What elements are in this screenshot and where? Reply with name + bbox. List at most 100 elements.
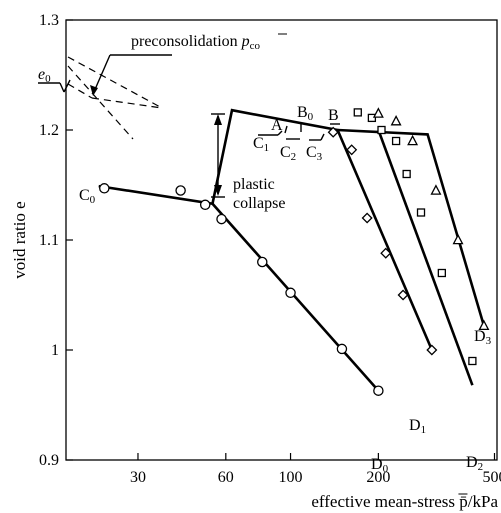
circle-marker bbox=[373, 385, 384, 396]
triangle-marker bbox=[452, 233, 464, 245]
collapse-label: collapse bbox=[233, 195, 285, 212]
point-annotations: A B0 B C1 C2 C3 bbox=[253, 104, 340, 163]
preconsolidation-construction bbox=[67, 56, 163, 140]
triangle-marker bbox=[430, 184, 442, 195]
square-marker bbox=[367, 113, 377, 123]
label-C3: C3 bbox=[306, 144, 323, 163]
x-tick-label: 500 bbox=[482, 469, 501, 486]
square-marker bbox=[353, 108, 362, 117]
fit-lines bbox=[98, 108, 486, 392]
diamond-marker bbox=[397, 289, 409, 301]
triangle-marker bbox=[372, 107, 384, 118]
D1-sub: 1 bbox=[421, 424, 427, 436]
x-tick-label: 100 bbox=[279, 469, 303, 486]
C1-sub: 1 bbox=[264, 142, 270, 154]
D3-letter: D bbox=[474, 328, 486, 345]
construction-line-4 bbox=[67, 65, 134, 140]
C3-leader-2 bbox=[320, 133, 325, 141]
construction-line-3 bbox=[91, 97, 163, 109]
y-tick-label: 0.9 bbox=[39, 452, 59, 469]
diamond-marker bbox=[346, 144, 358, 156]
C2-sub: 2 bbox=[291, 151, 297, 163]
B0-letter: B bbox=[297, 104, 308, 121]
diamond-marker bbox=[380, 247, 392, 259]
label-D0: D0 bbox=[371, 456, 389, 475]
y-tick-label: 1.2 bbox=[39, 122, 59, 139]
preconsolidation-symbol: p bbox=[241, 33, 250, 50]
C3-sub: 3 bbox=[317, 151, 323, 163]
axis-ticks bbox=[66, 19, 496, 461]
x-axis-title: effective mean-stress p̄/kPa bbox=[311, 492, 498, 511]
preconsolidation-label: preconsolidation pco bbox=[131, 33, 261, 52]
diamond-marker bbox=[426, 344, 438, 356]
label-D2: D2 bbox=[466, 454, 483, 473]
e0-leader-3 bbox=[63, 79, 71, 93]
C3-letter: C bbox=[306, 144, 317, 161]
plot-frame bbox=[65, 19, 498, 461]
preconsolidation-annotation: preconsolidation pco bbox=[90, 33, 287, 96]
x-tick-label: 30 bbox=[130, 469, 146, 486]
circle-marker bbox=[336, 343, 348, 355]
circle-marker bbox=[175, 185, 186, 196]
label-C1: C1 bbox=[253, 135, 269, 154]
fit-line-C0-D0 bbox=[98, 184, 380, 392]
preconsolidation-arrowhead bbox=[90, 85, 98, 96]
e0-annotation: e0 bbox=[38, 66, 71, 93]
fit-line-D2 bbox=[377, 129, 474, 386]
triangle-marker bbox=[390, 114, 402, 126]
D0-letter: D bbox=[371, 456, 383, 473]
construction-line-1 bbox=[67, 56, 163, 109]
e0-leader-2 bbox=[59, 82, 65, 93]
D0-sub: 0 bbox=[383, 463, 389, 475]
circle-marker bbox=[257, 256, 268, 268]
square-marker bbox=[391, 136, 401, 146]
label-C0: C0 bbox=[79, 187, 96, 206]
circle-marker bbox=[285, 287, 296, 299]
label-D3: D3 bbox=[474, 328, 492, 347]
label-A: A bbox=[271, 117, 283, 134]
C2-letter: C bbox=[280, 144, 291, 161]
y-tick-label: 1.1 bbox=[39, 232, 59, 249]
D1-letter: D bbox=[409, 417, 421, 434]
C0-sub: 0 bbox=[90, 194, 96, 206]
label-B: B bbox=[328, 107, 339, 124]
square-marker bbox=[437, 268, 446, 278]
diamond-marker bbox=[361, 212, 373, 224]
construction-line-2 bbox=[67, 83, 93, 99]
square-marker bbox=[377, 125, 386, 135]
x-tick-label: 200 bbox=[366, 469, 390, 486]
square-marker bbox=[416, 208, 426, 217]
y-tick-label: 1.3 bbox=[39, 12, 59, 29]
axis-tick-labels: 30601002005000.911.11.21.3 bbox=[39, 12, 501, 486]
square-marker bbox=[468, 356, 477, 366]
circle-marker bbox=[216, 213, 227, 225]
D2-letter: D bbox=[466, 454, 478, 471]
A-arrow bbox=[284, 125, 288, 134]
label-D1: D1 bbox=[409, 417, 426, 436]
label-C2: C2 bbox=[280, 144, 296, 163]
label-B0: B0 bbox=[297, 104, 314, 123]
D3-sub: 3 bbox=[486, 335, 492, 347]
curve-labels: C0 D0 D1 D2 D3 bbox=[79, 187, 492, 475]
e0-label: e0 bbox=[38, 66, 51, 85]
data-markers bbox=[99, 107, 490, 396]
triangle-marker bbox=[478, 319, 490, 331]
y-axis-title: void ratio e bbox=[10, 201, 29, 278]
e0-sub: 0 bbox=[45, 73, 51, 85]
diamond-marker bbox=[327, 126, 339, 138]
C0-letter: C bbox=[79, 187, 90, 204]
square-marker bbox=[402, 169, 411, 179]
collapse-arrowhead-top bbox=[214, 114, 222, 125]
fit-line-D3 bbox=[337, 128, 486, 327]
C1-letter: C bbox=[253, 135, 264, 152]
preconsolidation-text: preconsolidation bbox=[131, 33, 242, 50]
B0-sub: 0 bbox=[308, 111, 314, 123]
preconsolidation-sub: co bbox=[250, 40, 261, 52]
triangle-marker bbox=[407, 134, 419, 146]
plastic-collapse-annotation: plastic collapse bbox=[211, 113, 285, 212]
collapse-arrowhead-bottom bbox=[214, 185, 222, 196]
e0-symbol: e bbox=[38, 66, 45, 83]
circle-marker bbox=[199, 199, 211, 211]
D2-sub: 2 bbox=[478, 461, 484, 473]
